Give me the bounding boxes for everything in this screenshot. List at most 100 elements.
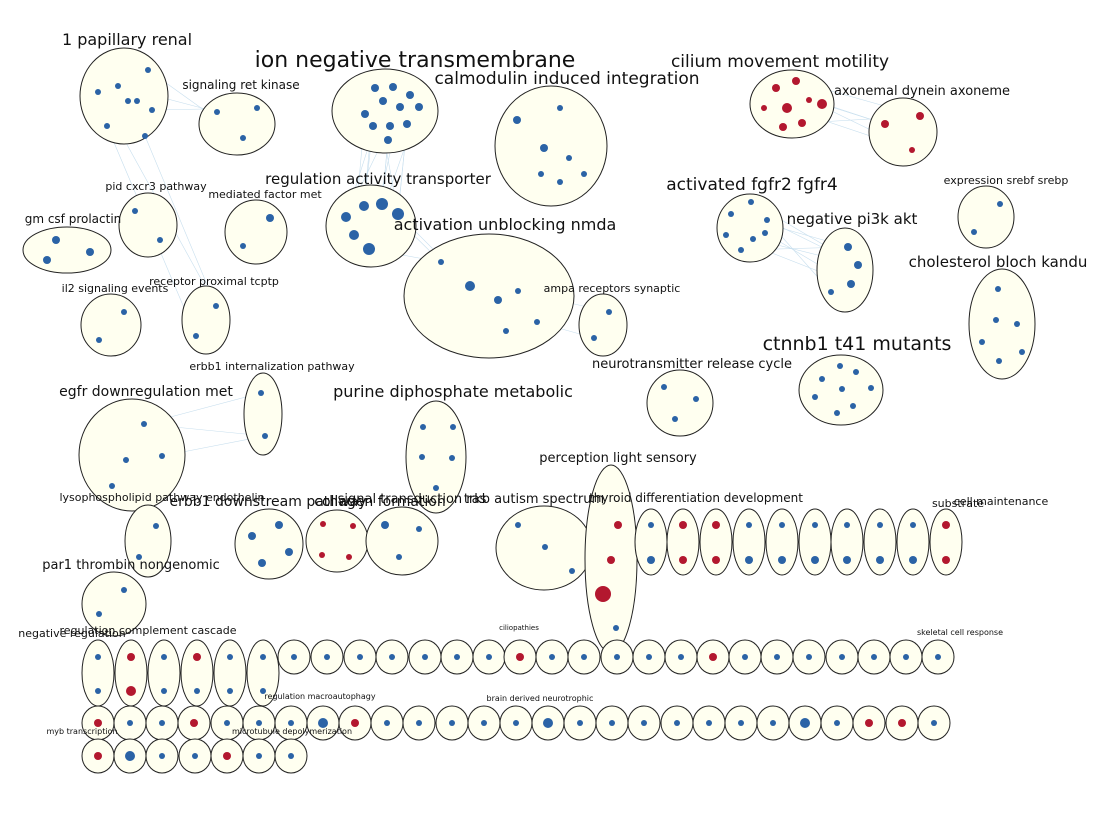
gene-set-node bbox=[223, 752, 231, 760]
gene-set-node-blue bbox=[419, 454, 425, 460]
gene-set-node bbox=[260, 688, 266, 694]
gene-set-node-blue bbox=[837, 363, 843, 369]
cluster-hull bbox=[22, 226, 112, 274]
gene-set-node-blue bbox=[363, 243, 375, 255]
cluster-hull bbox=[243, 372, 283, 456]
gene-set-node-blue bbox=[248, 532, 256, 540]
cluster-hull bbox=[863, 508, 897, 576]
cluster-hull bbox=[81, 571, 147, 637]
gene-set-node-blue bbox=[693, 396, 699, 402]
gene-set-node bbox=[800, 718, 810, 728]
gene-set-node bbox=[159, 753, 165, 759]
cluster-label-regulation-macroautophagy: regulation macroautophagy bbox=[264, 692, 375, 701]
cluster-hull bbox=[78, 398, 186, 512]
gene-set-node-blue bbox=[213, 303, 219, 309]
gene-set-node-blue bbox=[819, 376, 825, 382]
gene-set-node bbox=[194, 688, 200, 694]
gene-set-node bbox=[865, 719, 873, 727]
cluster-hull bbox=[749, 69, 835, 139]
cluster-hull bbox=[494, 85, 608, 207]
gene-set-node-blue bbox=[854, 261, 862, 269]
gene-set-node-blue bbox=[406, 91, 414, 99]
gene-set-node bbox=[871, 654, 877, 660]
gene-set-node-blue bbox=[416, 526, 422, 532]
gene-set-node bbox=[260, 654, 266, 660]
cluster-label-erbb1-downstream-pathway: erbb1 downstream pathway bbox=[170, 494, 367, 510]
gene-set-node-blue bbox=[369, 122, 377, 130]
gene-set-node-blue bbox=[389, 83, 397, 91]
gene-set-node-blue bbox=[581, 171, 587, 177]
gene-set-cluster bbox=[79, 47, 169, 145]
cluster-label-activation-unblocking-nmda: activation unblocking nmda bbox=[394, 215, 617, 234]
gene-set-node-blue bbox=[738, 247, 744, 253]
clusters-layer bbox=[22, 47, 1036, 774]
gene-set-node bbox=[543, 718, 553, 728]
gene-set-node-blue bbox=[43, 256, 51, 264]
gene-set-node-blue bbox=[868, 385, 874, 391]
gene-set-node bbox=[125, 751, 135, 761]
gene-set-cluster bbox=[198, 92, 276, 156]
cluster-hull bbox=[80, 293, 142, 357]
gene-set-node-blue bbox=[993, 317, 999, 323]
gene-set-node bbox=[227, 654, 233, 660]
gene-set-node-blue bbox=[828, 289, 834, 295]
cluster-label-brain-derived-neurotrophic: brain derived neurotrophic bbox=[487, 694, 594, 703]
cluster-hull bbox=[634, 508, 668, 576]
gene-set-node-blue bbox=[104, 123, 110, 129]
gene-set-node-blue bbox=[723, 232, 729, 238]
cluster-label-signaling-ret-kinase: signaling ret kinase bbox=[182, 78, 299, 92]
gene-set-node-blue bbox=[109, 483, 115, 489]
gene-set-node-red bbox=[779, 123, 787, 131]
gene-set-node-blue bbox=[349, 230, 359, 240]
gene-set-node bbox=[190, 719, 198, 727]
cluster-label-cilium-movement-motility: cilium movement motility bbox=[671, 52, 889, 72]
gene-set-node-blue bbox=[997, 201, 1003, 207]
gene-set-node bbox=[674, 720, 680, 726]
gene-set-node-blue bbox=[834, 410, 840, 416]
gene-set-node-blue bbox=[361, 110, 369, 118]
gene-set-node bbox=[351, 719, 359, 727]
gene-set-node bbox=[910, 522, 916, 528]
gene-set-cluster bbox=[181, 285, 231, 355]
gene-set-node bbox=[647, 556, 655, 564]
cluster-hull bbox=[79, 47, 169, 145]
gene-set-cluster bbox=[365, 506, 439, 576]
gene-set-node-blue bbox=[996, 358, 1002, 364]
gene-set-node-blue bbox=[979, 339, 985, 345]
cluster-hull bbox=[646, 369, 714, 437]
gene-set-node-blue bbox=[266, 214, 274, 222]
gene-set-node bbox=[742, 654, 748, 660]
gene-set-node bbox=[357, 654, 363, 660]
cluster-label-ctnnb1-t41-mutants: ctnnb1 t41 mutants bbox=[763, 333, 952, 355]
gene-set-node-blue bbox=[123, 457, 129, 463]
gene-set-node-blue bbox=[396, 554, 402, 560]
cluster-hull bbox=[578, 293, 628, 357]
cluster-label-expression-srebf-srebp: expression srebf srebp bbox=[944, 174, 1069, 187]
gene-set-node-blue bbox=[839, 386, 845, 392]
cluster-hull bbox=[213, 639, 247, 707]
cluster-label-trkb-autism-spectrum: trkb autism spectrum bbox=[464, 492, 604, 507]
gene-set-node-blue bbox=[275, 521, 283, 529]
gene-set-node-blue bbox=[762, 230, 768, 236]
gene-set-node-blue bbox=[125, 98, 131, 104]
gene-set-node bbox=[127, 653, 135, 661]
gene-set-node bbox=[834, 720, 840, 726]
gene-set-node-blue bbox=[433, 485, 439, 491]
cluster-hull bbox=[180, 639, 214, 707]
gene-set-cluster bbox=[816, 227, 874, 313]
gene-set-cluster bbox=[124, 504, 172, 578]
gene-set-node-blue bbox=[591, 335, 597, 341]
gene-set-node-blue bbox=[812, 394, 818, 400]
gene-set-node bbox=[646, 654, 652, 660]
gene-set-node bbox=[127, 720, 133, 726]
gene-set-node-blue bbox=[403, 120, 411, 128]
gene-set-node bbox=[614, 654, 620, 660]
cluster-hull bbox=[198, 92, 276, 156]
cluster-hull bbox=[798, 508, 832, 576]
gene-set-node-red bbox=[761, 105, 767, 111]
gene-set-node-blue bbox=[96, 611, 102, 617]
gene-set-cluster bbox=[749, 69, 835, 139]
cluster-label-regulation-activity-transporter: regulation activity transporter bbox=[265, 170, 492, 188]
gene-set-node-blue bbox=[542, 544, 548, 550]
gene-set-node bbox=[126, 686, 136, 696]
